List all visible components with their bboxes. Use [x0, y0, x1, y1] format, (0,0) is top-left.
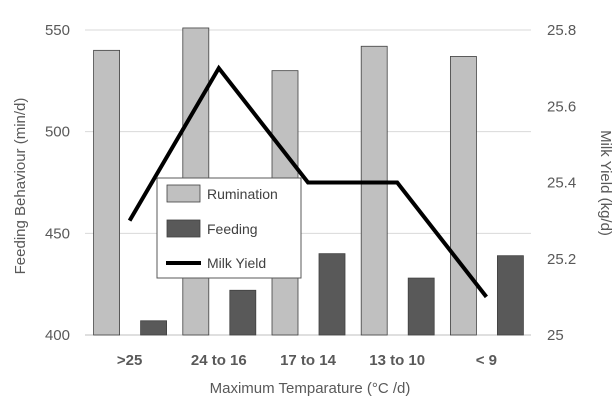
legend-label-rumination: Rumination — [207, 186, 278, 202]
y2-axis-title: Milk Yield (kg/d) — [597, 130, 612, 236]
bar-rumination — [360, 45, 388, 336]
y2-tick-label: 25.8 — [547, 22, 576, 39]
x-tick-label: 17 to 14 — [280, 352, 337, 369]
bar-feeding — [229, 289, 257, 336]
y2-tick-label: 25 — [547, 327, 564, 344]
x-tick-label: 13 to 10 — [369, 352, 425, 369]
y-tick-label: 500 — [45, 124, 70, 141]
left-axis-ticks: 400 450 500 550 — [45, 22, 70, 344]
x-tick-label: 24 to 16 — [191, 352, 247, 369]
legend-swatch-rumination — [166, 184, 201, 203]
bar-feeding — [140, 320, 168, 336]
bar-feeding — [407, 277, 435, 336]
legend-label-milk-yield: Milk Yield — [207, 255, 266, 271]
right-axis-ticks: 25 25.2 25.4 25.6 25.8 — [547, 22, 576, 344]
x-axis-ticks: >25 24 to 16 17 to 14 13 to 10 < 9 — [117, 352, 497, 369]
bar-rumination — [449, 56, 477, 336]
legend-swatch-feeding — [166, 219, 201, 238]
bar-feeding — [496, 255, 524, 336]
x-tick-label: >25 — [117, 352, 142, 369]
y-tick-label: 400 — [45, 327, 70, 344]
bar-rumination — [93, 49, 120, 336]
x-axis-title: Maximum Temparature (°C /d) — [210, 380, 411, 397]
y-tick-label: 550 — [45, 22, 70, 39]
bar-feeding — [318, 253, 346, 336]
y2-tick-label: 25.2 — [547, 251, 576, 268]
y-tick-label: 450 — [45, 225, 70, 242]
y-axis-title: Feeding Behaviour (min/d) — [12, 98, 29, 275]
legend-label-feeding: Feeding — [207, 221, 258, 237]
legend: Rumination Feeding Milk Yield — [156, 177, 302, 279]
milk-yield-line-group — [127, 64, 488, 299]
y2-tick-label: 25.4 — [547, 175, 576, 192]
y2-tick-label: 25.6 — [547, 98, 576, 115]
x-tick-label: < 9 — [476, 352, 497, 369]
